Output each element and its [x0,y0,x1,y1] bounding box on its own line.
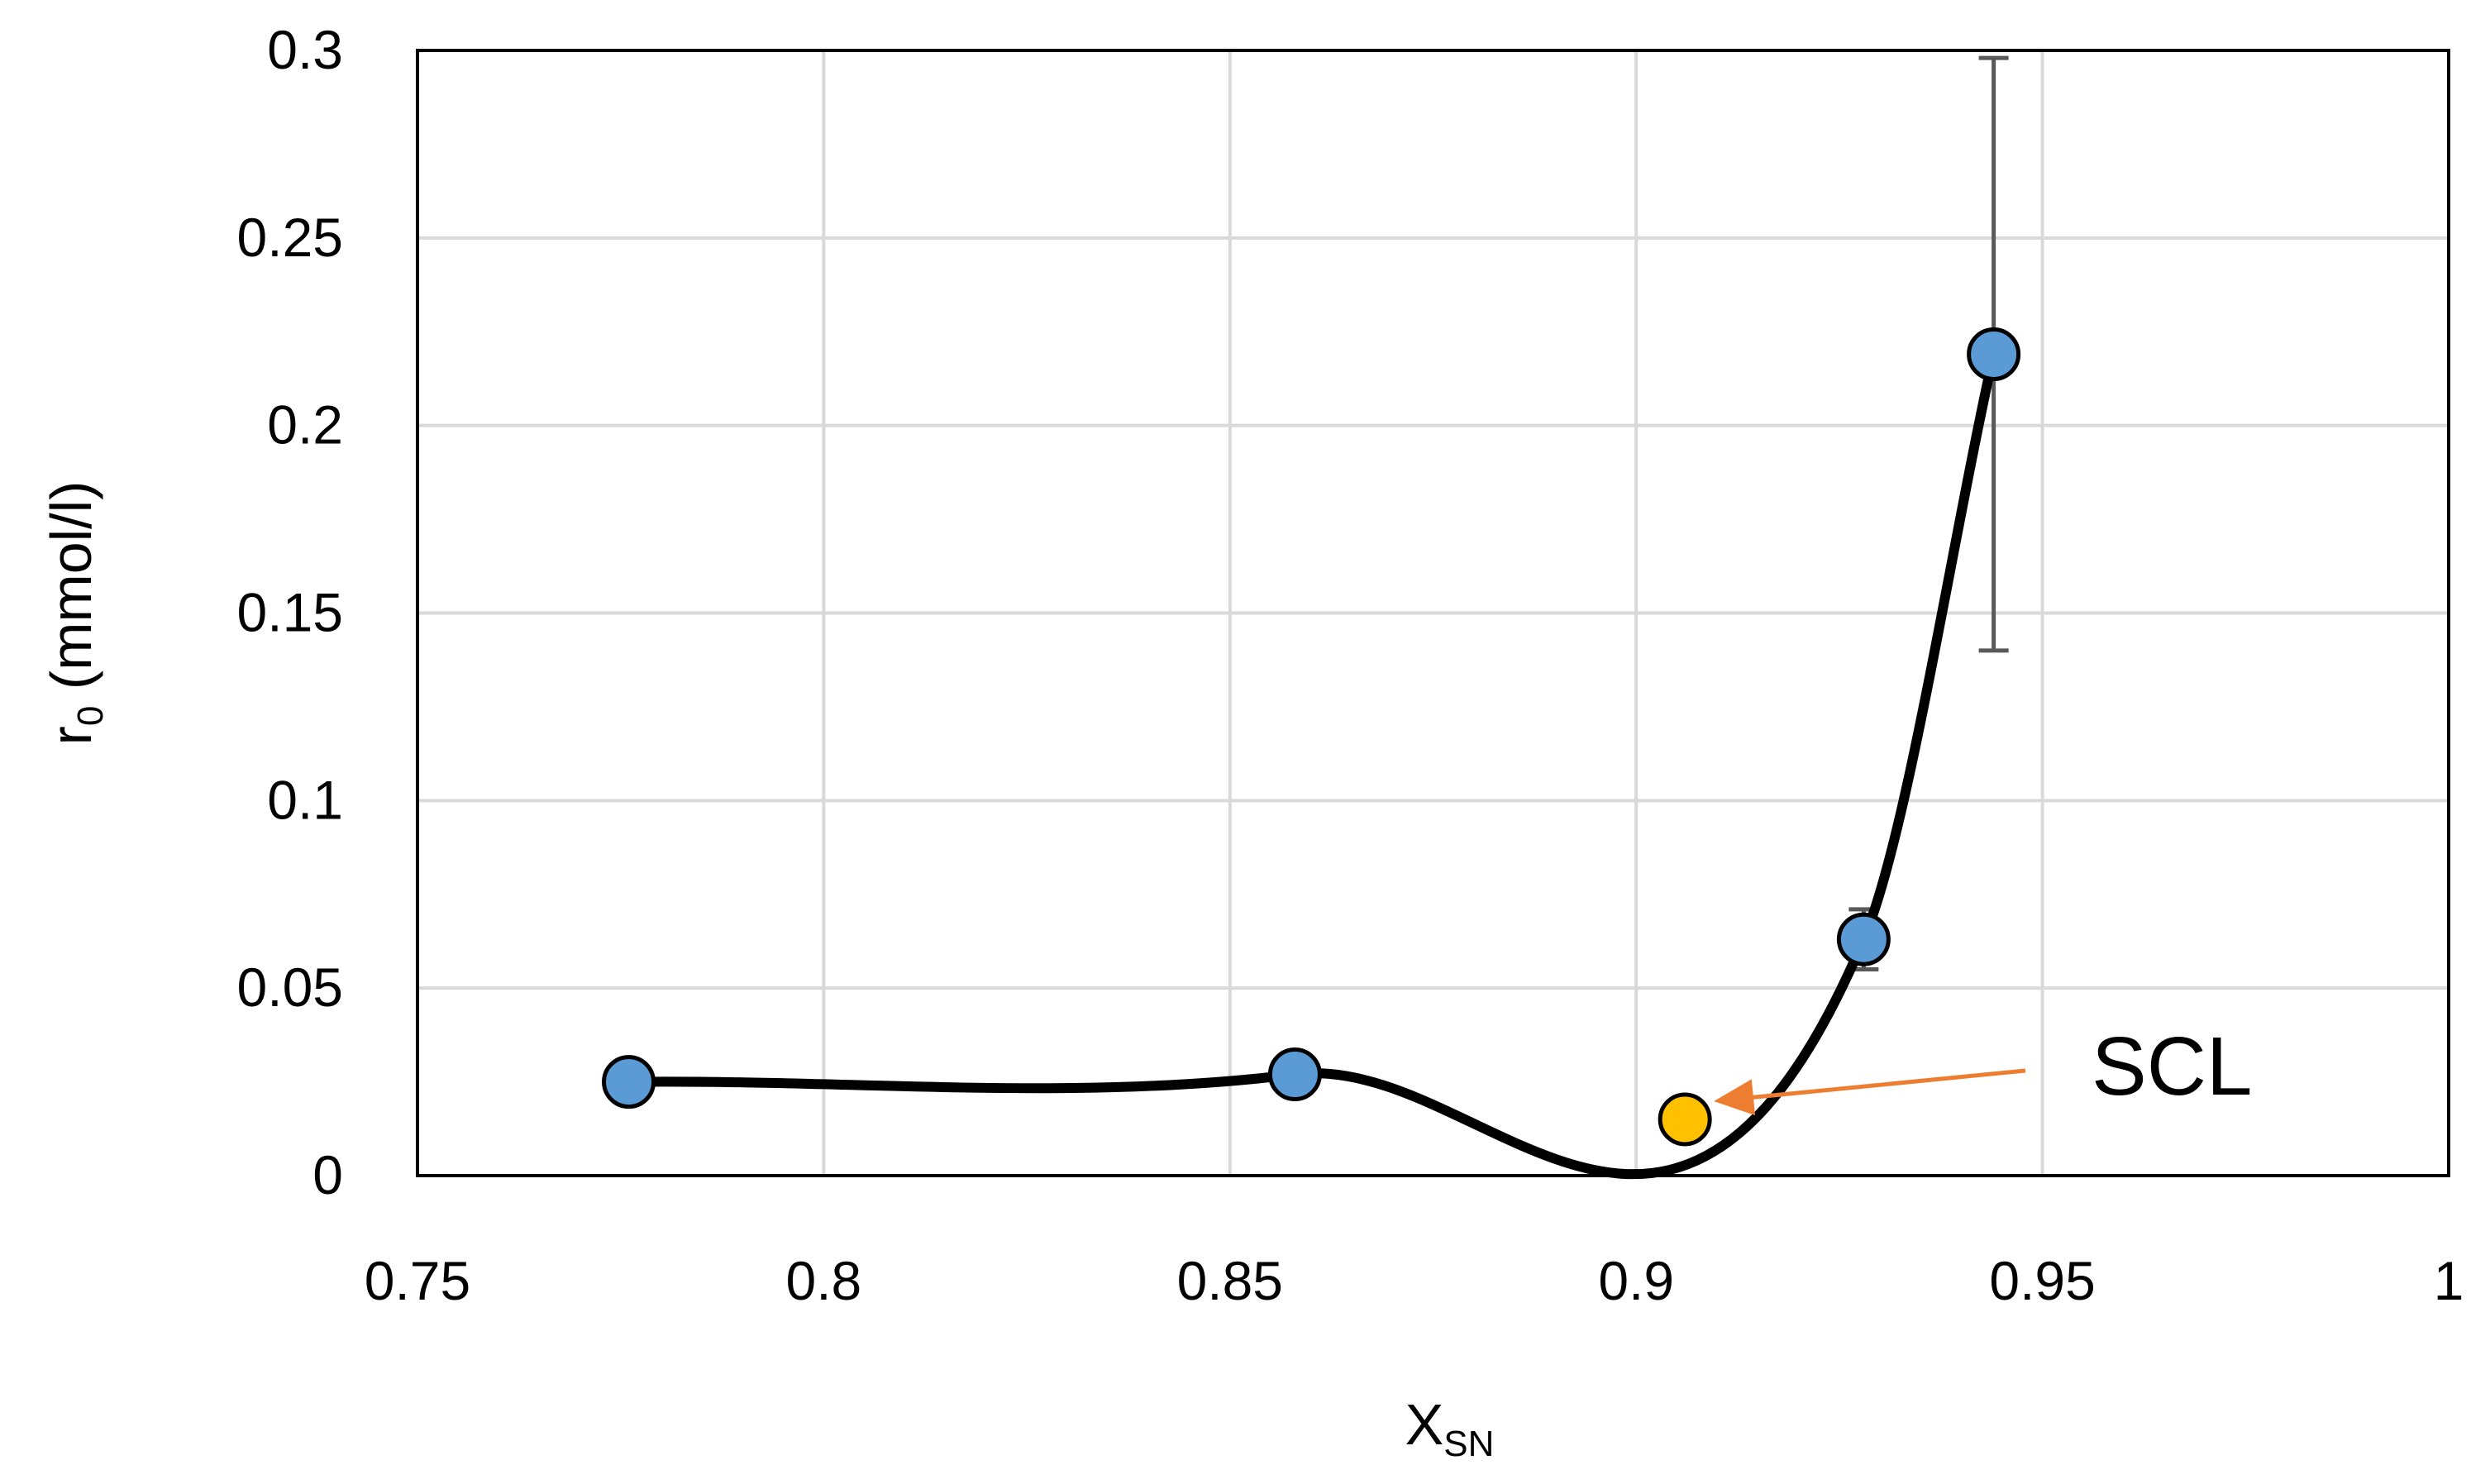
y-tick-label: 0.05 [237,957,343,1018]
x-tick-label: 0.9 [1598,1250,1674,1311]
data-point [1267,1047,1322,1102]
annotation: SCL [1714,1020,2253,1116]
annotation-arrow [1753,1068,2026,1100]
annotation-arrowhead [1714,1079,1756,1116]
y-tick-label: 0.15 [237,582,343,643]
x-tick-labels: 0.75 0.8 0.85 0.9 0.95 1 [365,1250,2464,1311]
y-axis-title: r0 (mmol/l) [39,481,111,746]
data-point [1967,327,2021,381]
plot-area-frame [416,49,2450,1177]
y-tick-label: 0.2 [267,394,343,456]
trend-line [623,349,1999,1180]
x-axis-title: XSN [1405,1392,1495,1464]
data-points [602,327,2021,1147]
x-tick-label: 0.8 [786,1250,862,1311]
data-point [1658,1092,1712,1147]
annotation-label-scl: SCL [2092,1020,2253,1113]
x-tick-label: 0.85 [1177,1250,1283,1311]
x-tick-label: 0.75 [365,1250,470,1311]
error-bars [1848,55,2009,971]
y-tick-labels: 0 0.05 0.1 0.15 0.2 0.25 0.3 [237,19,343,1205]
y-tick-label: 0.3 [267,19,343,80]
y-tick-label: 0.1 [267,769,343,830]
grid-lines [416,49,2450,1177]
y-tick-label: 0 [312,1144,343,1205]
x-tick-label: 0.95 [1989,1250,2095,1311]
data-point [602,1055,656,1109]
data-point [1836,912,1891,966]
x-tick-label: 1 [2434,1250,2464,1311]
y-tick-label: 0.25 [237,207,343,268]
